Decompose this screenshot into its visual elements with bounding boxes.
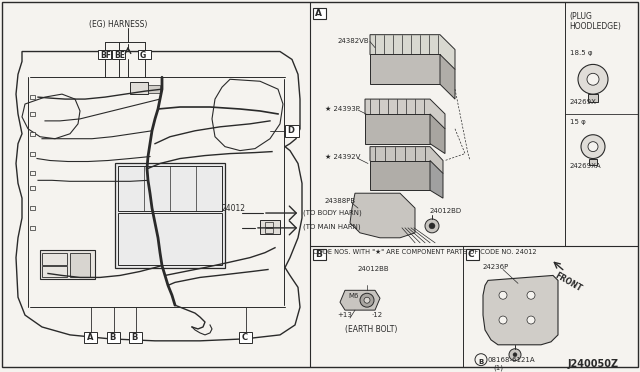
- Bar: [588, 94, 598, 102]
- Text: (TO BODY HARN): (TO BODY HARN): [303, 209, 362, 215]
- Text: 24269XA: 24269XA: [570, 163, 602, 170]
- Bar: [84, 332, 97, 343]
- Circle shape: [425, 219, 439, 233]
- Text: B: B: [478, 359, 483, 365]
- Polygon shape: [430, 114, 445, 154]
- Text: M6: M6: [348, 293, 358, 299]
- Text: B: B: [109, 333, 116, 342]
- Text: ·12: ·12: [371, 312, 382, 318]
- Bar: [129, 332, 142, 343]
- Text: A: A: [86, 333, 93, 342]
- Bar: [70, 253, 90, 278]
- Text: (EARTH BOLT): (EARTH BOLT): [345, 325, 397, 334]
- Circle shape: [360, 293, 374, 307]
- Polygon shape: [365, 114, 430, 144]
- Bar: [30, 171, 35, 175]
- Bar: [115, 163, 225, 267]
- Text: C: C: [468, 250, 475, 259]
- Text: ★ 24392V: ★ 24392V: [325, 154, 360, 160]
- Text: (TO MAIN HARN): (TO MAIN HARN): [303, 224, 360, 230]
- Bar: [313, 249, 326, 260]
- Text: B: B: [131, 333, 138, 342]
- Bar: [589, 158, 597, 166]
- Bar: [285, 125, 299, 137]
- Text: HOODLEDGE): HOODLEDGE): [569, 22, 621, 31]
- Bar: [148, 85, 160, 93]
- Text: G: G: [140, 51, 147, 60]
- Bar: [30, 226, 35, 230]
- Text: D: D: [287, 126, 294, 135]
- Text: 15 φ: 15 φ: [570, 119, 586, 125]
- Bar: [313, 8, 326, 19]
- Bar: [112, 49, 125, 60]
- Circle shape: [587, 73, 599, 85]
- Bar: [30, 152, 35, 155]
- Circle shape: [364, 297, 370, 303]
- Bar: [30, 95, 35, 99]
- Bar: [40, 250, 95, 279]
- Text: FRONT: FRONT: [554, 270, 584, 293]
- Bar: [98, 49, 111, 60]
- Text: (EG) HARNESS): (EG) HARNESS): [89, 20, 147, 29]
- Bar: [30, 112, 35, 116]
- Text: B: B: [315, 250, 322, 259]
- Text: 18.5 φ: 18.5 φ: [570, 49, 593, 55]
- Text: 08168-6121A: 08168-6121A: [487, 357, 534, 363]
- Text: (PLUG: (PLUG: [569, 12, 592, 21]
- Polygon shape: [430, 160, 443, 198]
- Text: BE: BE: [114, 51, 125, 60]
- Circle shape: [513, 353, 517, 357]
- Circle shape: [578, 64, 608, 94]
- Polygon shape: [340, 290, 380, 310]
- Polygon shape: [365, 99, 445, 129]
- Polygon shape: [483, 275, 558, 345]
- Text: C: C: [241, 333, 248, 342]
- Circle shape: [509, 349, 521, 360]
- Polygon shape: [370, 147, 443, 173]
- Text: BF: BF: [100, 51, 111, 60]
- Text: 24236P: 24236P: [483, 263, 509, 270]
- Text: A: A: [315, 9, 322, 18]
- Text: (1): (1): [493, 365, 503, 371]
- Bar: [118, 166, 222, 211]
- Bar: [30, 132, 35, 136]
- Bar: [42, 266, 67, 278]
- Text: J240050Z: J240050Z: [568, 359, 619, 369]
- Bar: [118, 213, 222, 264]
- Text: 24012BD: 24012BD: [430, 208, 462, 214]
- Bar: [260, 220, 280, 234]
- Circle shape: [429, 223, 435, 229]
- Text: 24388PB: 24388PB: [325, 198, 356, 204]
- Circle shape: [527, 291, 535, 299]
- Circle shape: [499, 316, 507, 324]
- Circle shape: [581, 135, 605, 158]
- Bar: [265, 222, 273, 227]
- Circle shape: [588, 142, 598, 152]
- Bar: [130, 82, 148, 94]
- Text: 24382VB: 24382VB: [338, 38, 370, 44]
- Text: 24012BB: 24012BB: [358, 266, 390, 272]
- Polygon shape: [370, 54, 440, 84]
- Text: CODE NOS. WITH "★" ARE COMPONENT PARTS OF CODE NO. 24012: CODE NOS. WITH "★" ARE COMPONENT PARTS O…: [313, 249, 536, 255]
- Polygon shape: [370, 160, 430, 190]
- Circle shape: [527, 316, 535, 324]
- Circle shape: [499, 291, 507, 299]
- Bar: [239, 332, 252, 343]
- Bar: [30, 206, 35, 210]
- Text: 24012: 24012: [222, 204, 246, 213]
- Bar: [138, 49, 151, 60]
- Bar: [42, 253, 67, 264]
- Bar: [107, 332, 120, 343]
- Text: ★ 24393P: ★ 24393P: [325, 106, 360, 112]
- Text: +13: +13: [337, 312, 352, 318]
- Bar: [466, 249, 479, 260]
- Polygon shape: [440, 54, 455, 99]
- Polygon shape: [370, 35, 455, 69]
- Bar: [30, 186, 35, 190]
- Text: 24269X: 24269X: [570, 99, 597, 105]
- Polygon shape: [350, 193, 415, 238]
- Bar: [265, 228, 273, 233]
